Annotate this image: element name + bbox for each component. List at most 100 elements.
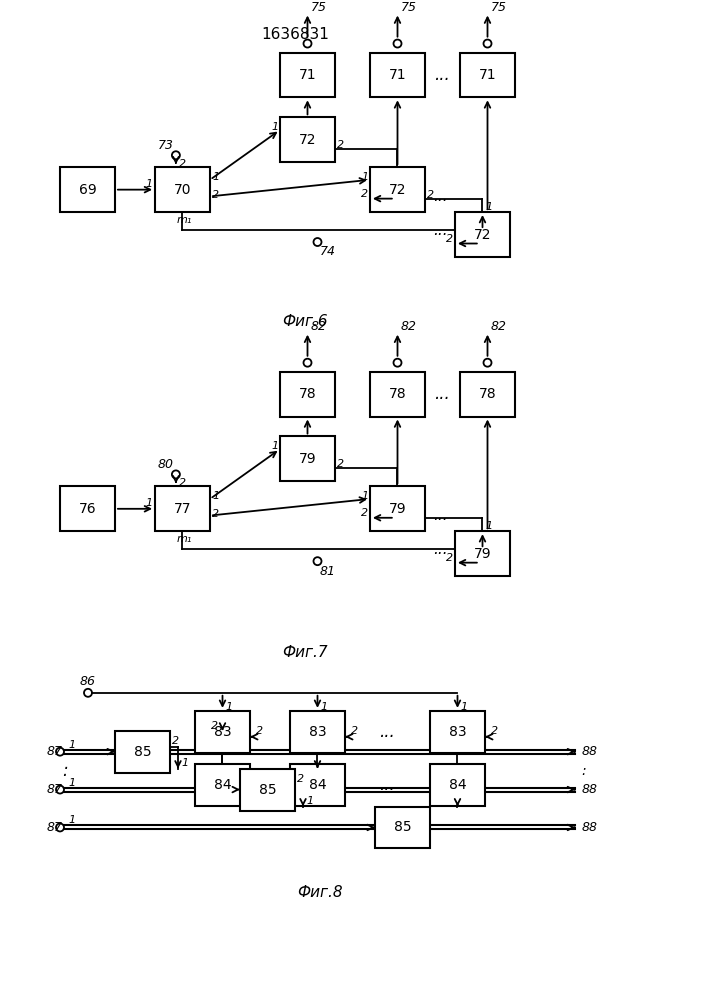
- Text: 2: 2: [211, 721, 218, 731]
- Text: 2: 2: [179, 159, 186, 169]
- Bar: [370, 53, 425, 97]
- Text: ...: ...: [433, 508, 448, 523]
- Text: 82: 82: [310, 320, 327, 333]
- Text: 2: 2: [212, 509, 219, 519]
- Bar: [195, 764, 250, 806]
- Text: ...: ...: [433, 542, 448, 557]
- Text: 2: 2: [446, 234, 453, 244]
- Text: 72: 72: [474, 228, 491, 242]
- Text: 2: 2: [491, 726, 498, 736]
- Text: 87: 87: [47, 783, 63, 796]
- Bar: [455, 531, 510, 576]
- Text: 84: 84: [449, 778, 467, 792]
- Text: 2: 2: [351, 726, 358, 736]
- Text: 69: 69: [78, 183, 96, 197]
- Text: 73: 73: [158, 139, 174, 152]
- Text: 70: 70: [174, 183, 192, 197]
- Text: 86: 86: [80, 675, 96, 688]
- Bar: [195, 711, 250, 753]
- Bar: [455, 212, 510, 257]
- Bar: [280, 117, 335, 162]
- Text: ...: ...: [379, 723, 395, 741]
- Bar: [60, 167, 115, 212]
- Text: 72: 72: [299, 133, 316, 147]
- Text: m₁: m₁: [177, 534, 192, 544]
- Text: 1: 1: [361, 491, 368, 501]
- Text: 78: 78: [298, 387, 316, 401]
- Text: ...: ...: [433, 223, 448, 238]
- Text: 1: 1: [212, 491, 219, 501]
- Text: 79: 79: [298, 452, 316, 466]
- Bar: [155, 486, 210, 531]
- Bar: [460, 372, 515, 417]
- Text: 2: 2: [212, 190, 219, 200]
- Text: 85: 85: [134, 745, 151, 759]
- Text: 1: 1: [306, 796, 313, 806]
- Text: 83: 83: [309, 725, 327, 739]
- Text: 1: 1: [271, 122, 278, 132]
- Text: Фиг.7: Фиг.7: [282, 645, 328, 660]
- Text: m₁: m₁: [177, 215, 192, 225]
- Bar: [240, 769, 295, 811]
- Text: ...: ...: [433, 189, 448, 204]
- Text: 1: 1: [68, 740, 75, 750]
- Text: 1: 1: [486, 202, 493, 212]
- Text: 2: 2: [337, 140, 344, 150]
- Text: 77: 77: [174, 502, 192, 516]
- Text: 1: 1: [68, 815, 75, 825]
- Text: 1: 1: [361, 172, 368, 182]
- Text: 74: 74: [320, 245, 336, 258]
- Text: 2: 2: [446, 553, 453, 563]
- Text: 71: 71: [298, 68, 316, 82]
- Text: :: :: [62, 762, 68, 780]
- Text: 75: 75: [491, 1, 506, 14]
- Text: 88: 88: [582, 783, 598, 796]
- Bar: [280, 53, 335, 97]
- Text: 83: 83: [214, 725, 231, 739]
- Text: :: :: [582, 764, 586, 778]
- Text: 2: 2: [297, 774, 304, 784]
- Bar: [115, 731, 170, 773]
- Text: 1: 1: [271, 441, 278, 451]
- Text: 81: 81: [320, 565, 336, 578]
- Text: 83: 83: [449, 725, 467, 739]
- Text: 88: 88: [582, 821, 598, 834]
- Text: 75: 75: [400, 1, 416, 14]
- Text: ...: ...: [434, 66, 450, 84]
- Text: 80: 80: [158, 458, 174, 471]
- Bar: [155, 167, 210, 212]
- Text: 82: 82: [491, 320, 506, 333]
- Bar: [290, 764, 345, 806]
- Text: 84: 84: [309, 778, 327, 792]
- Text: 79: 79: [474, 547, 491, 561]
- Bar: [430, 764, 485, 806]
- Text: 1: 1: [486, 521, 493, 531]
- Bar: [375, 807, 430, 848]
- Text: 2: 2: [337, 459, 344, 469]
- Bar: [430, 711, 485, 753]
- Text: 71: 71: [389, 68, 407, 82]
- Text: ...: ...: [434, 385, 450, 403]
- Text: 1: 1: [145, 498, 152, 508]
- Bar: [370, 372, 425, 417]
- Bar: [370, 486, 425, 531]
- Bar: [290, 711, 345, 753]
- Text: 1: 1: [68, 778, 75, 788]
- Bar: [60, 486, 115, 531]
- Text: 2: 2: [172, 736, 179, 746]
- Text: 88: 88: [582, 745, 598, 758]
- Text: 2: 2: [256, 726, 263, 736]
- Text: Фиг.8: Фиг.8: [297, 885, 343, 900]
- Text: 1: 1: [226, 702, 233, 712]
- Text: 72: 72: [389, 183, 407, 197]
- Text: 85: 85: [394, 820, 411, 834]
- Text: 85: 85: [259, 783, 276, 797]
- Text: 2: 2: [361, 189, 368, 199]
- Text: 1: 1: [320, 702, 327, 712]
- Text: 1: 1: [181, 758, 188, 768]
- Bar: [370, 167, 425, 212]
- Text: 82: 82: [400, 320, 416, 333]
- Text: 1636831: 1636831: [261, 27, 329, 42]
- Text: 2: 2: [361, 508, 368, 518]
- Bar: [280, 436, 335, 481]
